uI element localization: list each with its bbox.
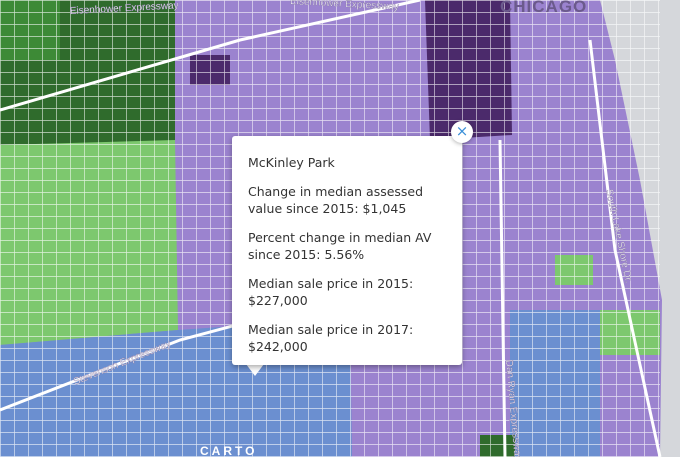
expressway: [0, 0, 421, 112]
attribution: CARTO: [200, 444, 257, 457]
popup-field: Median sale price in 2015: $227,000: [248, 276, 414, 308]
popup-title: McKinley Park: [248, 155, 335, 170]
popup-field: Change in median assessed value since 20…: [248, 184, 424, 216]
popup: McKinley Park Change in median assessed …: [232, 136, 462, 365]
popup-tail: [246, 364, 264, 376]
city-label: CHICAGO: [500, 0, 587, 16]
close-button[interactable]: ×: [451, 121, 473, 143]
popup-field: Percent change in median AV since 2015: …: [248, 230, 432, 262]
lake-shore-drive: [588, 39, 662, 457]
popup-field: Median sale price in 2017: $242,000: [248, 322, 414, 354]
expressway: [498, 139, 507, 457]
popup-fields: Change in median assessed value since 20…: [248, 183, 448, 355]
